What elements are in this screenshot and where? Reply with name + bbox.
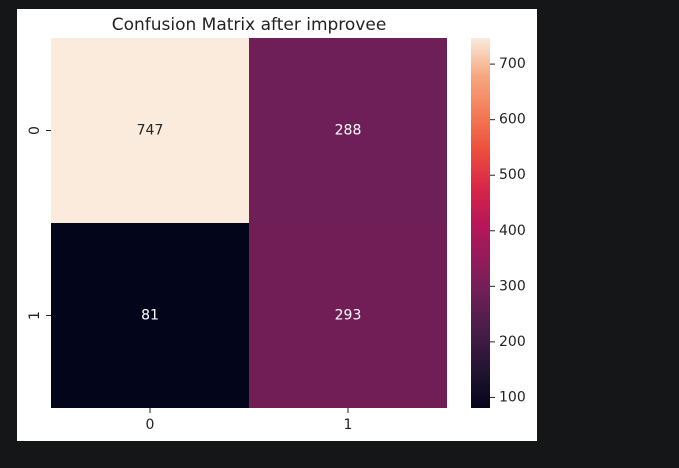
cell-label: 81 [141,308,159,324]
heatmap-cell [51,223,249,408]
heatmap-cell [249,223,447,408]
colorbar-tick-label: 500 [499,167,526,183]
heatmap-cell [249,38,447,223]
colorbar-tick-label: 100 [499,389,526,405]
colorbar-tick-label: 700 [499,56,526,72]
colorbar [471,38,490,408]
chart-title: Confusion Matrix after improvee [112,15,387,35]
heatmap-cell [51,38,249,223]
x-tick-label: 1 [344,417,353,433]
colorbar-tick-label: 400 [499,223,526,239]
cell-label: 288 [335,123,362,139]
colorbar-tick-label: 200 [499,334,526,350]
x-tick-label: 0 [146,417,155,433]
y-tick-label: 0 [27,126,43,135]
cell-label: 747 [137,123,164,139]
cell-label: 293 [335,308,362,324]
colorbar-tick-label: 600 [499,112,526,128]
y-tick-label: 1 [27,311,43,320]
colorbar-tick-label: 300 [499,278,526,294]
